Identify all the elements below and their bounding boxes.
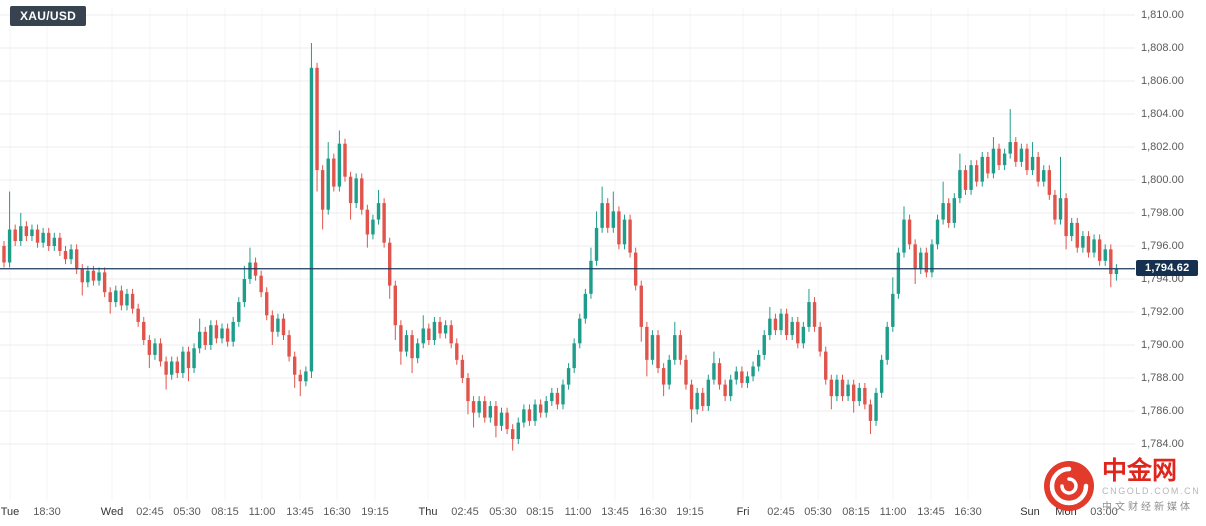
time-axis-label: 05:30 (173, 506, 201, 518)
symbol-badge: XAU/USD (10, 6, 87, 26)
price-axis-label: 1,806.00 (1141, 75, 1184, 87)
time-axis-label: 16:30 (639, 506, 667, 518)
time-axis-label: 02:45 (451, 506, 479, 518)
time-axis-label: 18:30 (33, 506, 61, 518)
time-axis-label: 08:15 (211, 506, 239, 518)
time-axis-label: Wed (100, 506, 124, 518)
time-axis-label: 05:30 (804, 506, 832, 518)
price-axis-label: 1,790.00 (1141, 339, 1184, 351)
time-axis-label: 08:15 (842, 506, 870, 518)
time-axis-label: 19:15 (676, 506, 704, 518)
price-axis-label: 1,804.00 (1141, 108, 1184, 120)
price-axis-label: 1,798.00 (1141, 207, 1184, 219)
time-axis-label: 03:00 (1090, 506, 1118, 518)
brand-tagline: 中文财经新媒体 (1102, 502, 1193, 514)
brand-logo: 中金网 CNGOLD.COM.CN 中文财经新媒体 (1042, 458, 1200, 513)
time-axis-label: 16:30 (954, 506, 982, 518)
time-axis-label: 13:45 (917, 506, 945, 518)
time-axis-label: 05:30 (489, 506, 517, 518)
price-axis-label: 1,808.00 (1141, 42, 1184, 54)
price-axis-label: 1,784.00 (1141, 438, 1184, 450)
price-axis-label: 1,800.00 (1141, 174, 1184, 186)
time-axis-label: 02:45 (136, 506, 164, 518)
price-axis-label: 1,792.00 (1141, 306, 1184, 318)
time-axis-label: 02:45 (767, 506, 795, 518)
time-axis-label: 16:30 (323, 506, 351, 518)
brand-name: 中金网 (1102, 457, 1178, 485)
time-axis-label: Fri (736, 506, 750, 518)
time-axis-label: Sun (1020, 506, 1040, 518)
time-axis-label: 11:00 (564, 506, 592, 518)
time-axis-label: 11:00 (879, 506, 907, 518)
price-axis-label: 1,788.00 (1141, 372, 1184, 384)
price-axis-label: 1,796.00 (1141, 240, 1184, 252)
current-price-badge: 1,794.62 (1136, 260, 1199, 277)
time-axis-label: 13:45 (286, 506, 314, 518)
time-axis-label: 08:15 (526, 506, 554, 518)
price-axis-label: 1,810.00 (1141, 9, 1184, 21)
price-axis-label: 1,802.00 (1141, 141, 1184, 153)
cngold-logo-icon (1044, 460, 1094, 511)
time-axis-label: 13:45 (601, 506, 629, 518)
time-axis-label: Thu (418, 506, 438, 518)
time-axis-label: 11:00 (248, 506, 276, 518)
time-axis-label: Tue (0, 506, 20, 518)
time-axis-label: 19:15 (361, 506, 389, 518)
brand-domain: CNGOLD.COM.CN (1102, 486, 1201, 497)
price-axis-label: 1,786.00 (1141, 405, 1184, 417)
